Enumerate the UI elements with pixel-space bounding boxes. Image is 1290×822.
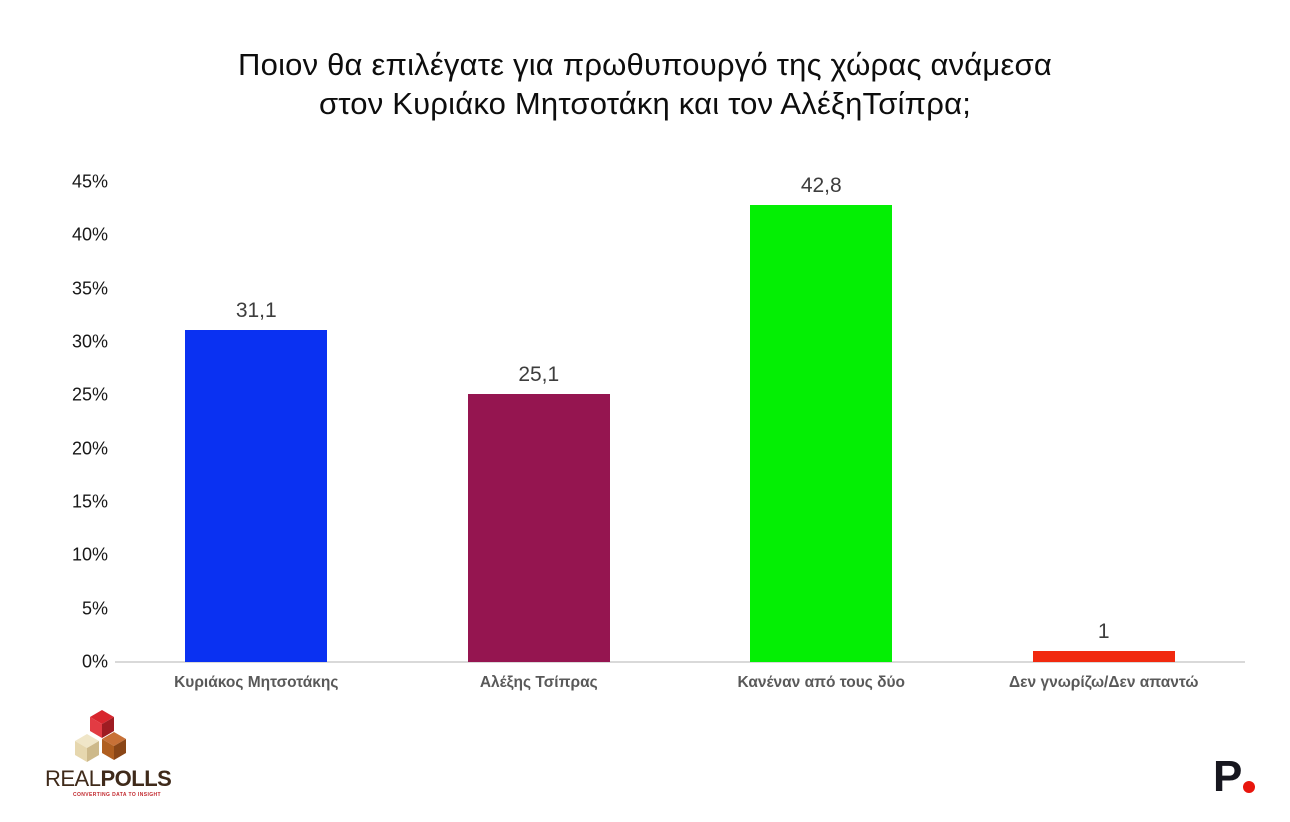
- realpolls-word-polls: POLLS: [100, 766, 172, 791]
- x-axis-line: [115, 661, 1245, 663]
- realpolls-logo: REALPOLLS CONVERTING DATA TO INSIGHT: [45, 710, 185, 798]
- y-axis-tick-label: 30%: [71, 331, 108, 352]
- chart-title: Ποιον θα επιλέγατε για πρωθυπουργό της χ…: [0, 46, 1290, 124]
- y-axis-tick-label: 5%: [81, 598, 108, 619]
- protagon-p-letter: P: [1213, 752, 1242, 801]
- realpolls-word-real: REAL: [45, 766, 101, 791]
- plot-area: 31,1 Κυριάκος Μητσοτάκης 25,1 Αλέξης Τσίπρα…: [115, 174, 1245, 691]
- protagon-logo: P: [1213, 752, 1256, 801]
- x-axis-category-label: Αλέξης Τσίπρας: [479, 674, 598, 691]
- chart-title-line1: Ποιον θα επιλέγατε για πρωθυπουργό της χ…: [238, 47, 1052, 82]
- realpolls-wordmark: REALPOLLS: [45, 768, 185, 790]
- protagon-red-dot-icon: [1243, 781, 1256, 794]
- x-axis-category-label: Κανέναν από τους δύο: [737, 674, 905, 691]
- chart-title-line2: στον Κυριάκο Μητσοτάκη και τον ΑλέξηΤσίπ…: [318, 85, 972, 121]
- bar: [750, 205, 893, 662]
- bar-value-label: 42,8: [800, 174, 842, 198]
- y-axis-tick-label: 35%: [71, 278, 108, 299]
- y-axis-tick-label: 25%: [71, 384, 108, 405]
- y-axis-tick-label: 45%: [71, 171, 108, 192]
- realpolls-tagline: CONVERTING DATA TO INSIGHT: [73, 792, 161, 798]
- y-axis: 0% 5% 10% 15% 20% 25% 30% 35% 40% 45%: [30, 172, 108, 672]
- bar-value-label: 1: [1097, 620, 1110, 644]
- y-axis-tick-label: 10%: [71, 544, 108, 565]
- bar-value-label: 25,1: [518, 363, 560, 387]
- y-axis-tick-label: 15%: [71, 491, 108, 512]
- y-axis-tick-label: 0%: [81, 651, 108, 672]
- realpolls-cubes-icon: [75, 710, 126, 762]
- bar: [185, 330, 328, 662]
- bar-value-label: 31,1: [235, 299, 277, 323]
- x-axis-category-label: Δεν γνωρίζω/Δεν απαντώ: [1009, 674, 1199, 691]
- bar: [1032, 651, 1175, 662]
- bar: [467, 394, 610, 662]
- y-axis-tick-label: 40%: [71, 224, 108, 245]
- y-axis-tick-label: 20%: [71, 438, 108, 459]
- x-axis-category-label: Κυριάκος Μητσοτάκης: [174, 674, 339, 691]
